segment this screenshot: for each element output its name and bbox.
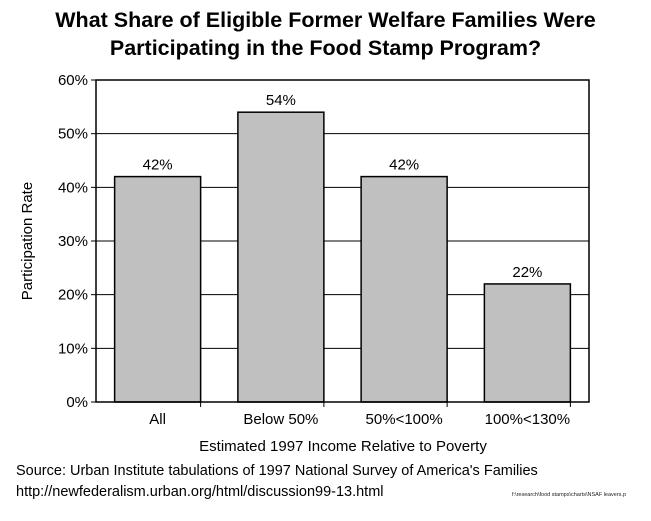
source-url[interactable]: http://newfederalism.urban.org/html/disc… [16, 484, 384, 500]
data-label-3: 22% [512, 264, 542, 281]
y-axis-ticks: 0% 10% 20% 30% 40% 50% 60% [58, 72, 96, 411]
y-tick-label: 60% [58, 72, 88, 89]
y-tick-label: 0% [66, 394, 88, 411]
bar-0 [113, 175, 202, 403]
file-path-note: f:\research\food stamps\charts\NSAF leav… [512, 492, 627, 498]
bar-1 [237, 111, 325, 403]
y-tick-label: 50% [58, 126, 88, 143]
x-axis-tick-labels: All Below 50% 50%<100% 100%<130% [149, 402, 571, 428]
data-label-2: 42% [389, 157, 419, 174]
x-tick-label-1: Below 50% [243, 411, 318, 428]
x-tick-label-0: All [149, 411, 166, 428]
y-axis-label: Participation Rate [19, 182, 36, 300]
x-tick-label-3: 100%<130% [485, 411, 571, 428]
bar-2 [360, 175, 448, 403]
x-tick-label-2: 50%<100% [366, 411, 443, 428]
y-tick-label: 20% [58, 287, 88, 304]
x-axis-label: Estimated 1997 Income Relative to Povert… [199, 438, 487, 455]
data-labels: 42% 54% 42% 22% [143, 92, 543, 281]
bar-3 [483, 283, 572, 403]
y-tick-label: 10% [58, 340, 88, 357]
chart-title-line-1: What Share of Eligible Former Welfare Fa… [55, 8, 596, 32]
data-label-0: 42% [143, 157, 173, 174]
source-citation: Source: Urban Institute tabulations of 1… [16, 463, 538, 479]
chart-title-line-2: Participating in the Food Stamp Program? [109, 36, 542, 60]
data-label-1: 54% [266, 92, 296, 109]
y-tick-label: 40% [58, 179, 88, 196]
bars [113, 111, 572, 403]
y-tick-label: 30% [58, 233, 88, 250]
